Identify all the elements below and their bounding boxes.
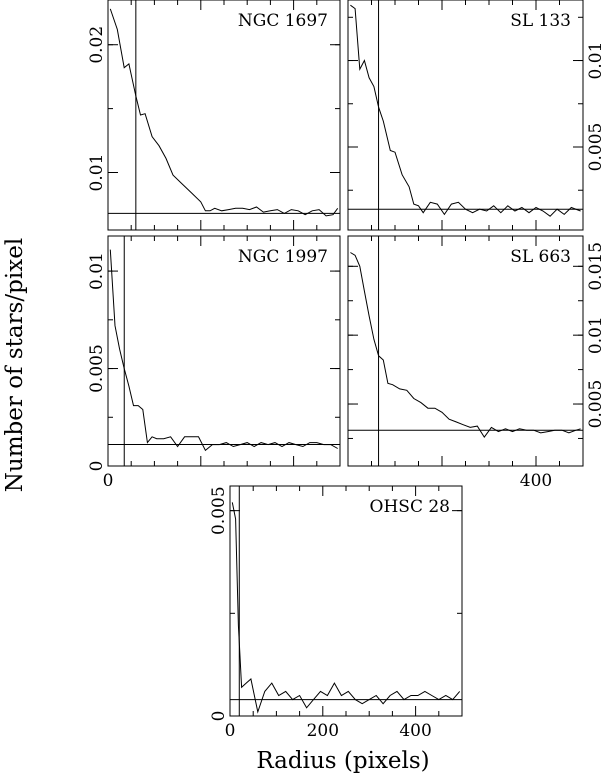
- panel-3: 00 0.005 0.01 NGC 1997: [87, 235, 341, 491]
- density-profile-line: [231, 502, 461, 714]
- x-tick-label: 200: [307, 721, 339, 741]
- panel-title: OHSC 28: [370, 497, 450, 517]
- density-profile-line: [109, 8, 339, 217]
- panel-title: NGC 1697: [238, 11, 328, 31]
- panel-title: SL 663: [510, 247, 571, 267]
- y-tick-label: 0.015: [586, 242, 606, 291]
- y-tick-label: 0.005: [209, 486, 229, 535]
- figure-x-axis-label: Radius (pixels): [256, 748, 429, 773]
- panel-5: 0 200 400 0 0.005 OHSC 28: [209, 485, 463, 741]
- y-tick-label: 0.01: [586, 42, 606, 80]
- panel-2: 0.005 0.01 SL 133: [347, 0, 606, 231]
- x-tick-label: 0: [225, 721, 236, 741]
- panel-4: 400 0.005 0.01 0.015 SL 663: [347, 235, 606, 491]
- density-profile-line: [350, 252, 581, 438]
- panel-frame: [229, 485, 463, 717]
- y-tick-label: 0.005: [586, 380, 606, 429]
- density-profile-line: [109, 249, 338, 452]
- panel-frame: [107, 235, 341, 467]
- x-tick-label: 0: [103, 471, 114, 491]
- density-profile-line: [350, 4, 581, 217]
- y-tick-label: 0.005: [87, 344, 107, 393]
- panel-frame: [347, 0, 584, 231]
- y-tick-label: 0: [87, 461, 107, 472]
- y-tick-label: 0.01: [87, 252, 107, 290]
- y-tick-label: 0.02: [87, 26, 107, 64]
- panel-title: NGC 1997: [238, 247, 328, 267]
- x-tick-label: 400: [520, 471, 552, 491]
- figure-y-axis-label: Number of stars/pixel: [2, 238, 28, 492]
- y-tick-label: 0.005: [586, 123, 606, 172]
- panel-title: SL 133: [510, 11, 571, 31]
- panel-frame: [107, 0, 341, 231]
- y-tick-label: 0: [209, 711, 229, 722]
- x-tick-label: 400: [399, 721, 431, 741]
- panel-1: 0.01 0.02 NGC 1697: [87, 0, 341, 231]
- y-tick-label: 0.01: [87, 154, 107, 192]
- y-tick-label: 0.01: [586, 316, 606, 354]
